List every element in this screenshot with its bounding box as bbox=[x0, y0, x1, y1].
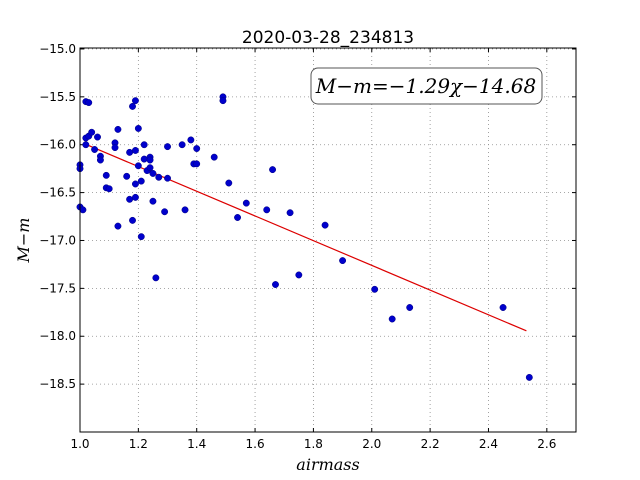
fit-equation-text: M−m=−1.29χ−14.68 bbox=[315, 74, 536, 98]
y-tick-label: −15.0 bbox=[39, 42, 76, 56]
data-point bbox=[242, 199, 250, 207]
y-tick-label: −17.5 bbox=[39, 281, 76, 295]
data-point bbox=[105, 185, 113, 193]
data-point bbox=[178, 141, 186, 149]
x-tick-label: 1.6 bbox=[246, 437, 265, 451]
data-point bbox=[525, 373, 533, 381]
data-point bbox=[295, 271, 303, 279]
x-tick-label: 2.0 bbox=[362, 437, 381, 451]
data-point bbox=[129, 102, 136, 110]
x-tick-label: 2.2 bbox=[421, 437, 440, 451]
data-point bbox=[149, 197, 157, 205]
data-point bbox=[126, 195, 134, 203]
data-point bbox=[406, 304, 414, 311]
data-point bbox=[94, 133, 101, 141]
data-point bbox=[140, 141, 148, 149]
data-point bbox=[137, 177, 145, 185]
fit-equation-frame bbox=[310, 67, 543, 105]
data-point bbox=[114, 125, 122, 133]
data-point bbox=[149, 169, 157, 177]
data-point bbox=[155, 173, 163, 181]
data-point bbox=[82, 141, 90, 149]
plot-background bbox=[80, 48, 576, 432]
x-tick-label: 2.6 bbox=[537, 437, 556, 451]
data-point bbox=[134, 162, 142, 170]
x-axis-label: airmass bbox=[296, 455, 359, 474]
x-tick-label: 2.4 bbox=[479, 437, 498, 451]
data-point bbox=[102, 171, 110, 179]
data-point bbox=[225, 179, 233, 187]
plot-frame bbox=[79, 47, 577, 433]
data-point bbox=[219, 97, 227, 105]
data-point bbox=[123, 172, 131, 180]
y-tick-label: −16.0 bbox=[39, 138, 76, 152]
data-point bbox=[146, 164, 154, 172]
data-point bbox=[164, 174, 171, 182]
data-point bbox=[134, 124, 142, 132]
y-axis-label: M−m bbox=[14, 218, 33, 264]
data-point bbox=[286, 209, 294, 217]
data-point bbox=[272, 281, 279, 288]
data-point bbox=[140, 155, 148, 163]
data-points bbox=[76, 93, 533, 381]
y-tick-label: −18.0 bbox=[39, 329, 76, 343]
data-point bbox=[269, 166, 277, 174]
y-tick-label: −18.5 bbox=[39, 377, 76, 391]
data-point bbox=[85, 99, 93, 107]
chart-title: 2020-03-28_234813 bbox=[242, 28, 414, 48]
data-point bbox=[137, 233, 145, 241]
y-tick-label: −16.5 bbox=[39, 186, 76, 200]
data-point bbox=[193, 160, 201, 168]
data-point bbox=[339, 257, 347, 265]
data-point bbox=[234, 214, 242, 221]
data-point bbox=[131, 180, 139, 188]
x-tick-label: 1.2 bbox=[129, 437, 148, 451]
data-point bbox=[181, 206, 189, 214]
data-point bbox=[152, 274, 160, 282]
x-tick-label: 1.4 bbox=[187, 437, 206, 451]
data-point bbox=[88, 128, 96, 136]
data-point bbox=[499, 304, 507, 311]
data-point bbox=[187, 136, 195, 144]
data-point bbox=[131, 97, 139, 105]
data-point bbox=[131, 193, 139, 201]
y-tick-labels: −15.0 −15.5 −16.0 −16.5 −17.0 −17.5 −18.0 −18.5 bbox=[39, 42, 76, 391]
data-point bbox=[131, 147, 139, 154]
data-point bbox=[388, 315, 396, 323]
data-point bbox=[91, 146, 99, 153]
data-point bbox=[126, 148, 134, 156]
data-point bbox=[129, 216, 136, 224]
y-tick-label: −15.5 bbox=[39, 90, 76, 104]
data-point bbox=[263, 206, 271, 214]
data-point bbox=[146, 156, 154, 164]
data-point bbox=[114, 222, 122, 230]
fit-equation-box: M−m=−1.29χ−14.68 bbox=[310, 67, 543, 105]
x-tick-label: 1.0 bbox=[70, 437, 89, 451]
data-point bbox=[96, 156, 104, 164]
plot-area bbox=[76, 47, 577, 433]
x-tick-label: 1.8 bbox=[304, 437, 323, 451]
x-tick-labels: 1.0 1.2 1.4 1.6 1.8 2.0 2.2 2.4 2.6 bbox=[70, 437, 556, 451]
data-point bbox=[321, 221, 329, 229]
data-point bbox=[111, 144, 119, 152]
data-point bbox=[79, 206, 87, 214]
data-point bbox=[210, 153, 218, 161]
data-point bbox=[161, 208, 169, 216]
data-point bbox=[164, 143, 171, 151]
data-point bbox=[193, 145, 201, 152]
data-point bbox=[371, 285, 379, 293]
y-tick-label: −17.0 bbox=[39, 233, 76, 247]
tick-layer bbox=[79, 48, 576, 432]
